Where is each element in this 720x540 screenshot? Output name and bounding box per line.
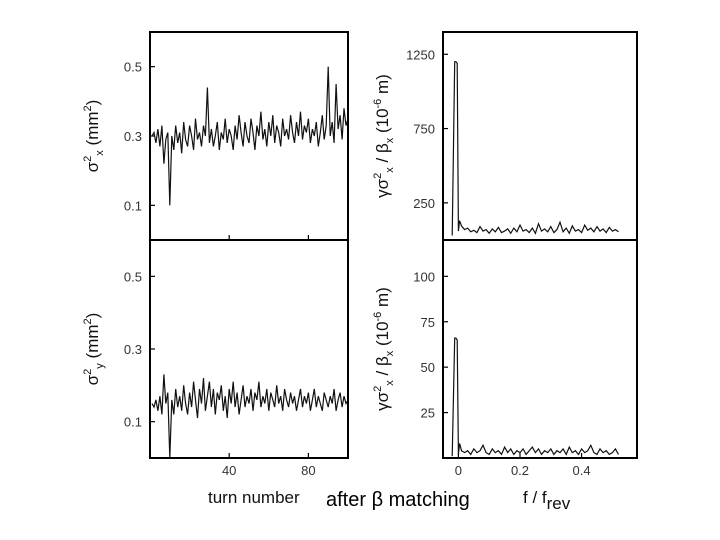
plot-frame bbox=[442, 31, 638, 241]
y-tick-label: 0.1 bbox=[124, 415, 142, 430]
y-tick-label: 750 bbox=[413, 122, 435, 137]
y-tick-label: 0.1 bbox=[124, 198, 142, 213]
y-tick-label: 0.5 bbox=[124, 269, 142, 284]
y-axis-label: γσ2x / βx (10-6 m) bbox=[372, 287, 396, 411]
y-axis-label: σ2y (mm2) bbox=[82, 313, 106, 386]
series-line bbox=[451, 61, 619, 236]
y-tick-label: 75 bbox=[421, 315, 435, 330]
x-tick-label: 0 bbox=[455, 463, 462, 478]
y-tick-label: 0.3 bbox=[124, 129, 142, 144]
x-axis-label: f / frev bbox=[523, 488, 571, 513]
series-line bbox=[151, 66, 347, 206]
panel-spectrum-y: 25 50 75 100 0 0.2 0.4 γσ2x / βx (10-6 m) f / fr… bbox=[372, 239, 638, 513]
y-tick-label: 1250 bbox=[406, 47, 435, 62]
y-tick-label: 100 bbox=[413, 269, 435, 284]
y-tick-label: 25 bbox=[421, 406, 435, 421]
figure-caption: after β matching bbox=[326, 489, 470, 511]
panel-sigma-x: 0.1 0.3 0.5 σ2x (mm2) bbox=[82, 31, 349, 241]
series-line bbox=[451, 337, 620, 457]
plot-frame bbox=[149, 239, 349, 459]
plot-frame bbox=[442, 239, 638, 459]
series-line bbox=[151, 374, 347, 457]
x-tick-label: 0.2 bbox=[511, 463, 529, 478]
x-axis-label: turn number bbox=[208, 488, 300, 507]
panel-sigma-y: 0.1 0.3 0.5 40 80 σ2y (mm2) turn number bbox=[82, 239, 349, 507]
x-tick-label: 0.4 bbox=[573, 463, 591, 478]
x-tick-label: 40 bbox=[222, 463, 236, 478]
y-axis-label: σ2x (mm2) bbox=[82, 100, 106, 173]
y-tick-label: 0.5 bbox=[124, 60, 142, 75]
y-axis-label: γσ2x / βx (10-6 m) bbox=[372, 74, 396, 198]
y-tick-label: 0.3 bbox=[124, 342, 142, 357]
y-tick-label: 50 bbox=[421, 360, 435, 375]
x-tick-label: 80 bbox=[301, 463, 315, 478]
y-tick-label: 250 bbox=[413, 196, 435, 211]
panel-spectrum-x: 250 750 1250 γσ2x / βx (10-6 m) bbox=[372, 31, 638, 241]
